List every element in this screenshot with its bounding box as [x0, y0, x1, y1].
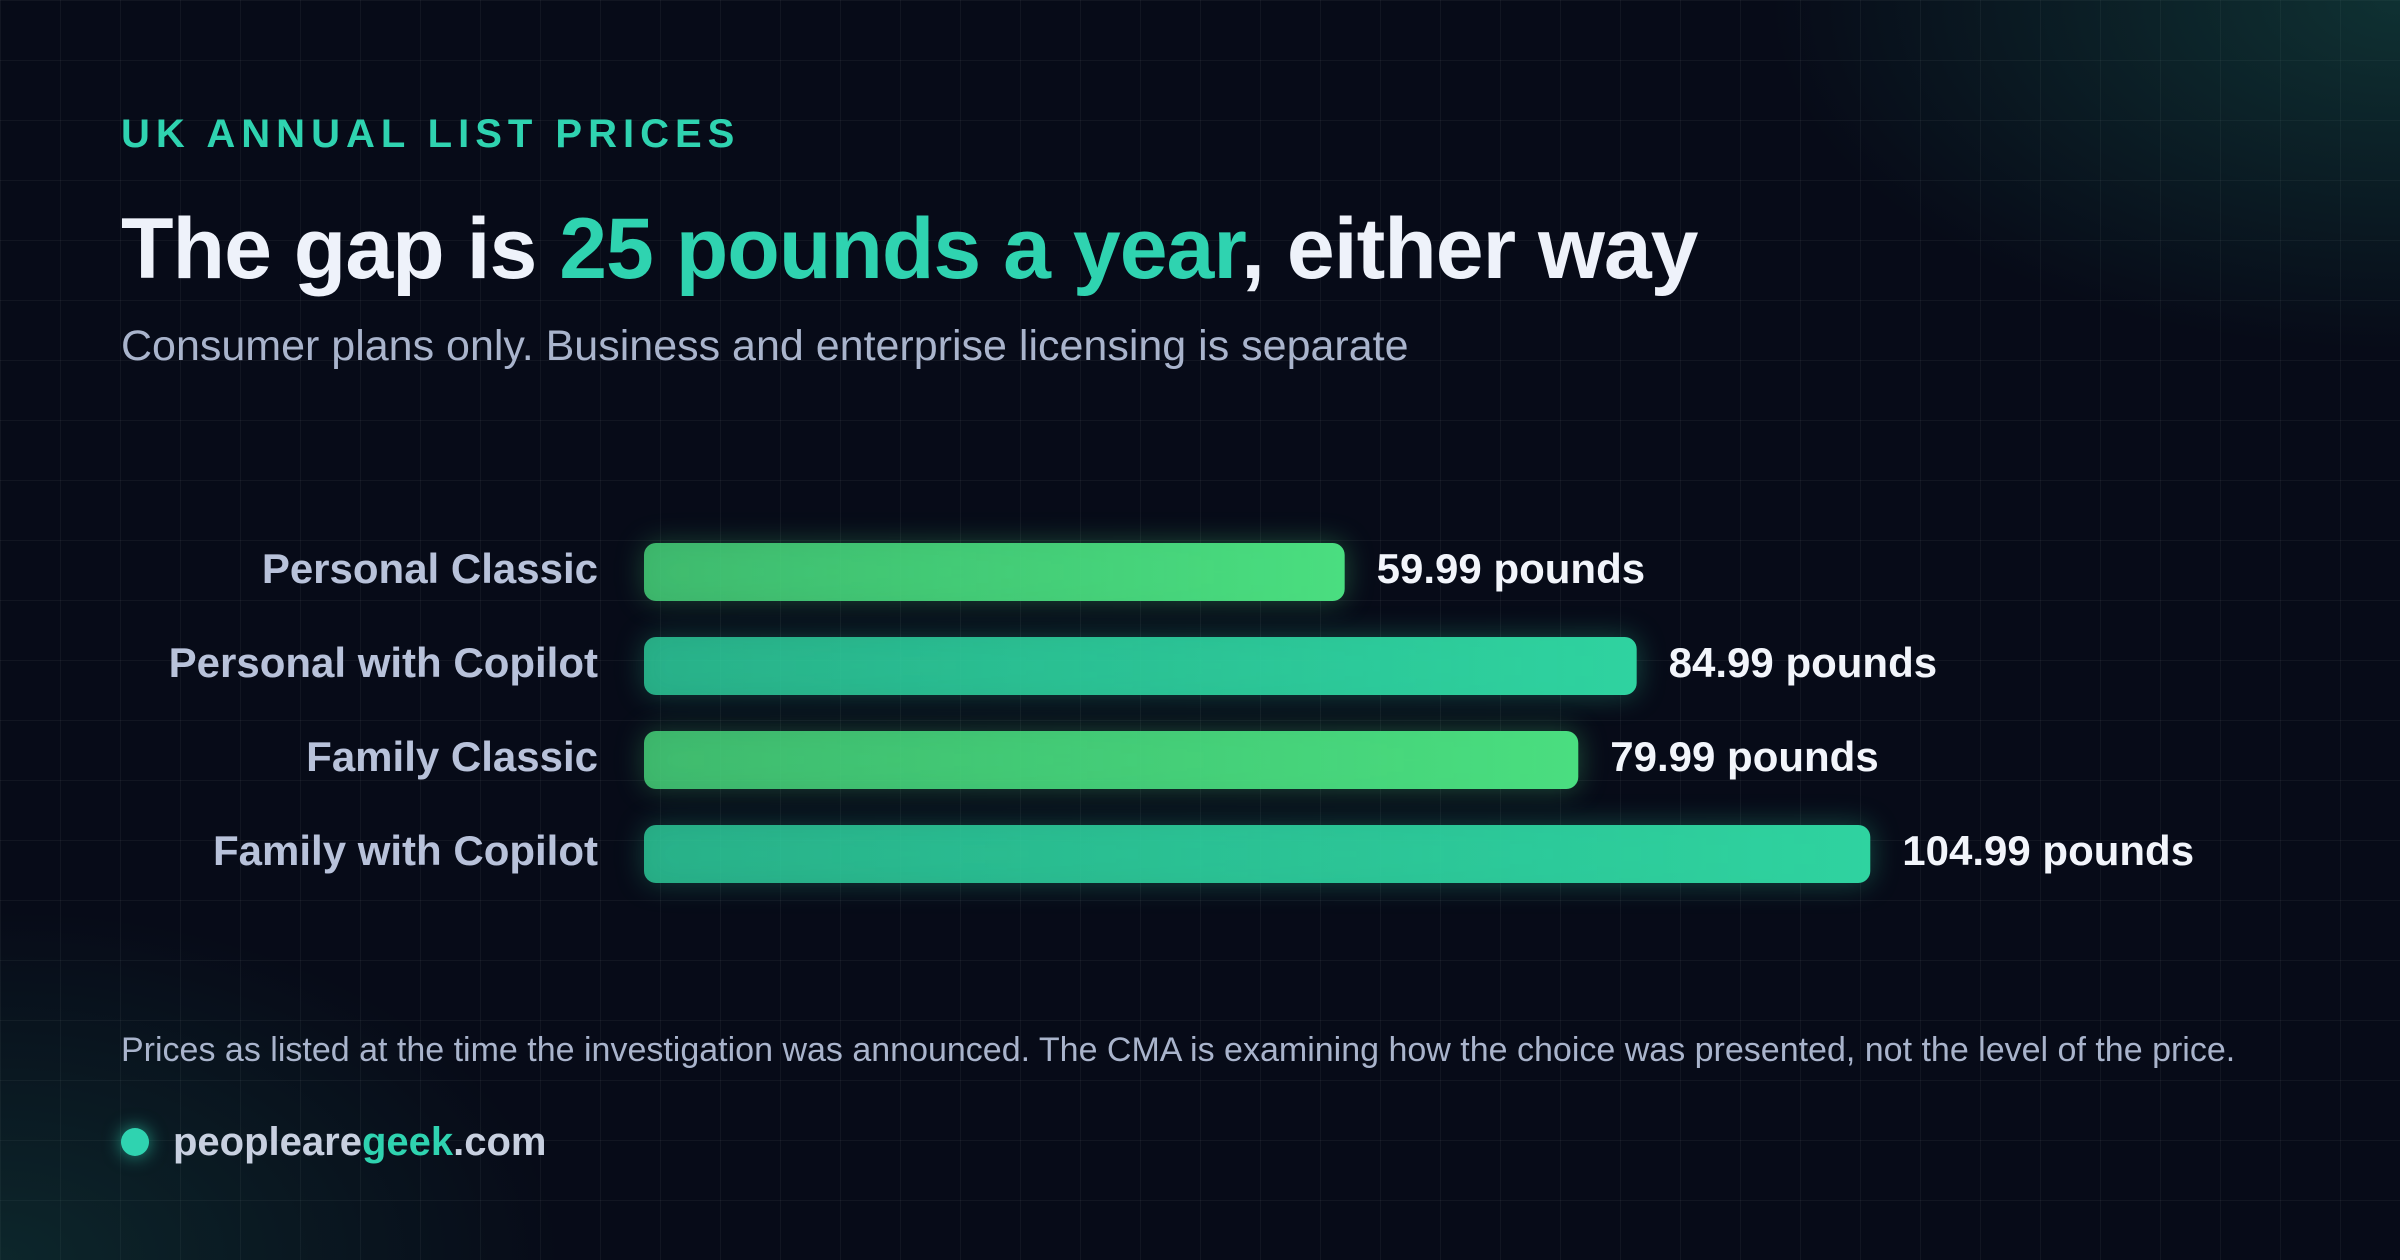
bar: [644, 543, 1345, 601]
eyebrow: UK ANNUAL LIST PRICES: [121, 112, 741, 156]
source: peoplearegeek.com: [173, 1120, 547, 1165]
category-label: Personal Classic: [262, 545, 598, 592]
chart-subtitle: Consumer plans only. Business and enterp…: [121, 322, 1409, 370]
title-part: The gap is: [121, 201, 560, 297]
bar: [644, 825, 1871, 883]
footnote: Prices as listed at the time the investi…: [121, 1031, 2236, 1069]
title-part: , either way: [1241, 201, 1698, 297]
source-part: peopleare: [173, 1120, 362, 1164]
category-label: Family Classic: [306, 733, 598, 780]
value-label: 79.99 pounds: [1610, 733, 1878, 780]
bar: [644, 731, 1579, 789]
title-highlight: 25 pounds a year: [559, 201, 1242, 297]
source-highlight: geek: [361, 1120, 454, 1164]
category-label: Family with Copilot: [213, 827, 598, 874]
value-label: 104.99 pounds: [1902, 827, 2194, 874]
category-label: Personal with Copilot: [169, 639, 598, 686]
source-part: .com: [453, 1120, 547, 1164]
chart-title: The gap is 25 pounds a year, either way: [121, 200, 1699, 299]
value-label: 59.99 pounds: [1377, 545, 1645, 592]
bar: [644, 637, 1637, 695]
value-label: 84.99 pounds: [1669, 639, 1937, 686]
brand-dot: [121, 1128, 149, 1156]
